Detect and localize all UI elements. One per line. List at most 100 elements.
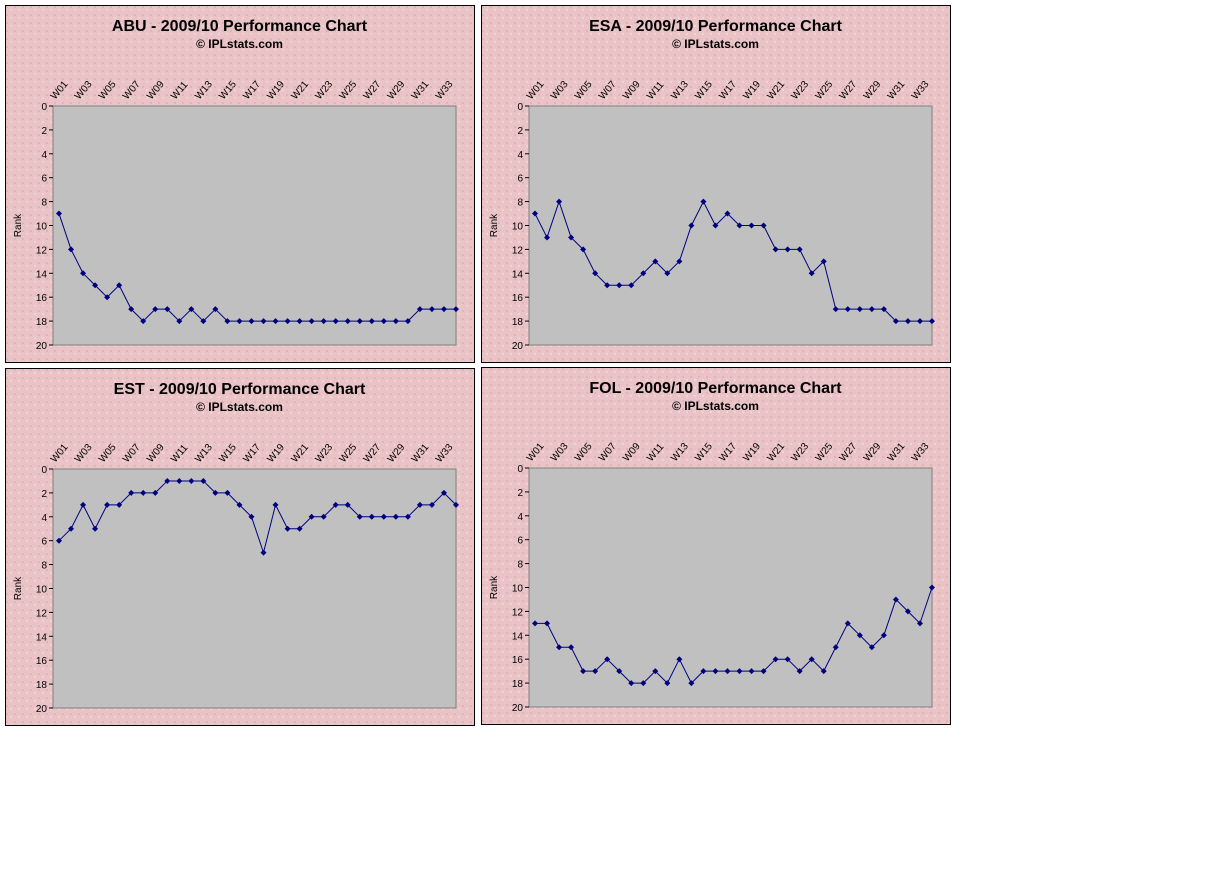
marker [116, 501, 123, 508]
y-tick-label: 16 [512, 655, 524, 666]
marker [176, 318, 183, 325]
marker [284, 525, 291, 532]
chart-subtitle: © IPLstats.com [196, 400, 283, 414]
chart-title: FOL - 2009/10 Performance Chart [589, 380, 842, 397]
marker [700, 668, 707, 675]
marker [592, 270, 599, 277]
marker [452, 306, 459, 313]
y-tick-label: 8 [41, 198, 47, 209]
chart-panel: ESA - 2009/10 Performance Chart © IPLstat… [481, 5, 951, 363]
marker [296, 318, 303, 325]
y-tick-label: 16 [36, 293, 48, 304]
marker [844, 306, 851, 313]
marker [356, 318, 363, 325]
marker [428, 306, 435, 313]
marker [452, 501, 459, 508]
y-tick-label: 0 [517, 102, 523, 113]
marker [568, 644, 575, 651]
marker [628, 680, 635, 687]
chart-panel: FOL - 2009/10 Performance Chart © IPLstat… [481, 367, 951, 725]
marker [916, 318, 923, 325]
marker [928, 584, 935, 591]
y-tick-label: 0 [41, 102, 47, 113]
marker [440, 306, 447, 313]
marker [616, 668, 623, 675]
marker [808, 656, 815, 663]
marker [628, 282, 635, 289]
marker [736, 668, 743, 675]
marker [404, 318, 411, 325]
marker [152, 489, 159, 496]
marker [760, 222, 767, 229]
y-tick-label: 4 [41, 513, 47, 524]
marker [880, 632, 887, 639]
marker [724, 210, 731, 217]
marker [604, 282, 611, 289]
marker [140, 318, 147, 325]
y-tick-label: 2 [41, 489, 47, 500]
marker [392, 513, 399, 520]
marker [416, 306, 423, 313]
marker [236, 318, 243, 325]
y-tick-label: 18 [36, 680, 48, 691]
y-tick-label: 10 [36, 222, 48, 233]
marker [760, 668, 767, 675]
marker [368, 513, 375, 520]
marker [380, 513, 387, 520]
marker [152, 306, 159, 313]
marker [532, 210, 538, 217]
y-tick-label: 2 [517, 126, 523, 137]
marker [892, 596, 899, 603]
marker [272, 501, 279, 508]
marker [904, 318, 911, 325]
marker [128, 306, 135, 313]
marker [68, 525, 75, 532]
marker [356, 513, 363, 520]
y-tick-label: 20 [36, 341, 48, 352]
marker [532, 620, 538, 627]
marker [164, 477, 171, 484]
marker [640, 680, 647, 687]
marker [916, 620, 923, 627]
plot-area [52, 105, 457, 346]
marker [80, 270, 87, 277]
marker [200, 477, 207, 484]
marker [56, 210, 62, 217]
marker [748, 222, 755, 229]
marker [416, 501, 423, 508]
y-tick-label: 18 [512, 679, 524, 690]
marker [712, 668, 719, 675]
marker [688, 222, 695, 229]
chart-title: ESA - 2009/10 Performance Chart [589, 18, 843, 35]
marker [236, 501, 243, 508]
y-tick-label: 6 [517, 536, 523, 547]
marker [392, 318, 399, 325]
marker [688, 680, 695, 687]
marker [56, 537, 62, 544]
y-tick-label: 16 [36, 656, 48, 667]
chart-title: ABU - 2009/10 Performance Chart [112, 18, 368, 35]
marker [832, 644, 839, 651]
y-tick-label: 12 [512, 245, 524, 256]
marker [904, 608, 911, 615]
marker [116, 282, 123, 289]
y-tick-label: 0 [517, 464, 523, 475]
y-tick-label: 10 [512, 584, 524, 595]
marker [104, 294, 111, 301]
y-tick-label: 8 [517, 560, 523, 571]
marker [844, 620, 851, 627]
marker [368, 318, 375, 325]
y-tick-label: 10 [512, 222, 524, 233]
marker [616, 282, 623, 289]
y-tick-label: 14 [36, 269, 48, 280]
marker [868, 644, 875, 651]
marker [580, 668, 587, 675]
y-tick-label: 6 [517, 174, 523, 185]
marker [212, 489, 219, 496]
marker [248, 318, 255, 325]
series-line [534, 200, 932, 322]
y-tick-label: 0 [41, 465, 47, 476]
chart-subtitle: © IPLstats.com [672, 399, 759, 413]
marker [568, 234, 575, 241]
marker [272, 318, 279, 325]
